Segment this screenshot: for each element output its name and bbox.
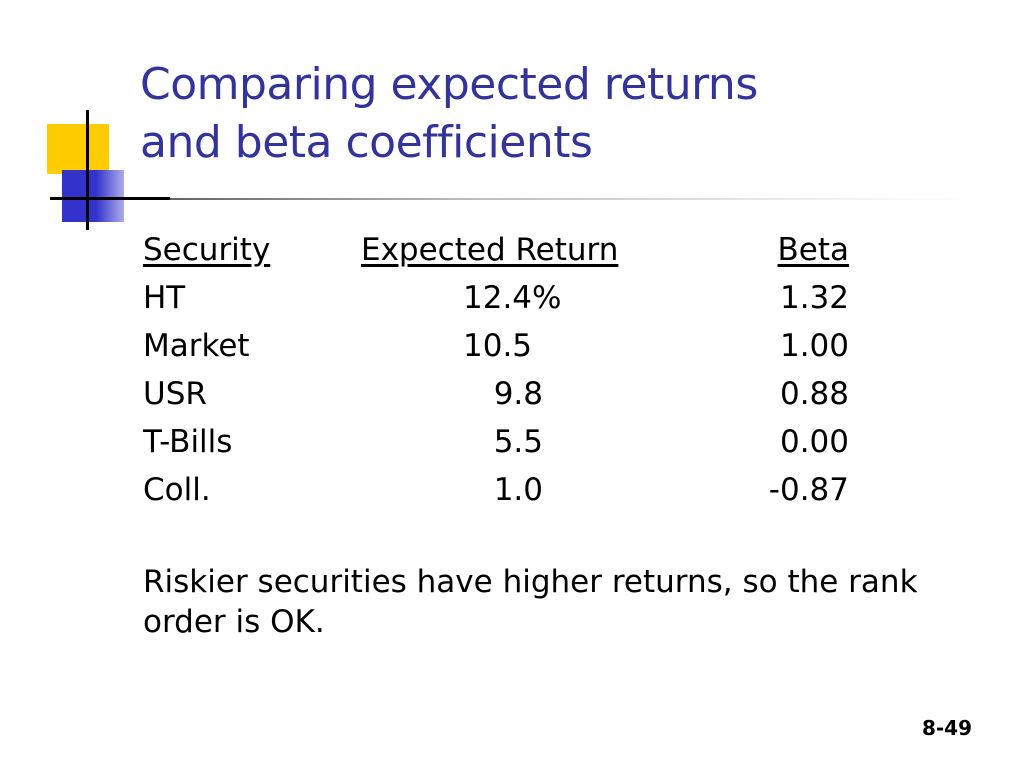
cell-security: Market [143, 328, 250, 364]
cell-beta: 0.88 [779, 376, 849, 412]
cell-expected-return: 10.5 [463, 328, 533, 364]
cell-security: HT [143, 280, 186, 316]
slide-title-line-1: Comparing expected returns [140, 59, 758, 110]
title-divider-line [120, 198, 980, 200]
cell-security: USR [143, 376, 207, 412]
yellow-square-decoration [47, 124, 109, 174]
cell-expected-return: 1.0 [493, 472, 543, 508]
blue-square-fade [96, 170, 136, 222]
cell-expected-return: 9.8 [493, 376, 543, 412]
header-beta-cell: Beta [703, 226, 850, 274]
conclusion-note: Riskier securities have higher returns, … [143, 564, 918, 640]
cell-security: Coll. [143, 472, 211, 508]
cell-beta: 1.32 [779, 280, 849, 316]
header-expected-return: Expected Return [361, 232, 619, 268]
vertical-crosshair-line [86, 110, 89, 230]
cell-expected-return: 5.5 [493, 424, 543, 460]
cell-security: T-Bills [143, 424, 233, 460]
horizontal-crosshair-line [50, 197, 170, 200]
cell-beta: 0.00 [779, 424, 849, 460]
cell-expected-return: 12.4% [463, 280, 562, 316]
header-security: Security [143, 232, 271, 268]
slide-title: Comparing expected returns and beta coef… [140, 56, 1000, 172]
header-beta: Beta [777, 232, 850, 268]
cell-beta: -0.87 [768, 472, 849, 508]
slide-title-line-2: and beta coefficients [140, 117, 593, 168]
cell-beta: 1.00 [779, 328, 849, 364]
slide-number: 8-49 [921, 716, 972, 740]
